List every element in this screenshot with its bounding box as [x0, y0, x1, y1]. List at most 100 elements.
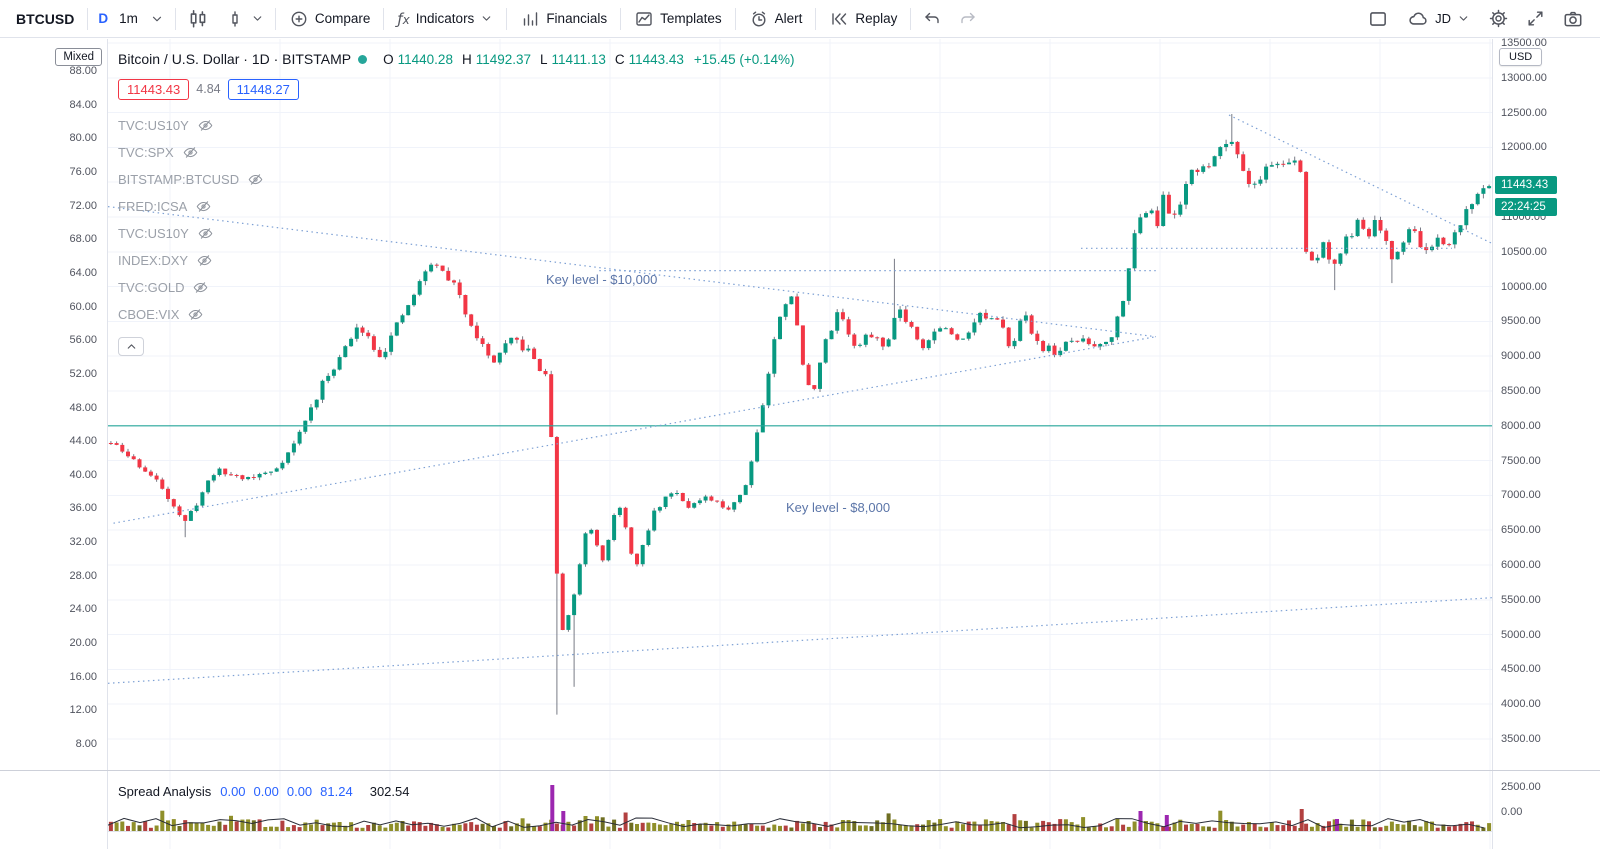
price-axis-label: 13000.00	[1501, 71, 1547, 84]
chart-canvas[interactable]	[107, 39, 1493, 849]
redo-button[interactable]	[950, 0, 986, 37]
interval-daily-button[interactable]: D	[98, 11, 109, 26]
toolbar-separator	[174, 7, 176, 30]
left-axis-label: 72.00	[69, 199, 97, 212]
legend-study-item[interactable]: TVC:US10Y	[118, 220, 794, 247]
replay-button[interactable]: Replay	[819, 0, 907, 37]
right-price-axis[interactable]: USD 13500.0013000.0012500.0012000.001150…	[1492, 37, 1600, 849]
change-value: +15.45 (+0.14%)	[693, 51, 795, 67]
compare-button[interactable]: Compare	[279, 0, 381, 37]
chevron-down-icon	[253, 16, 262, 21]
eye-slash-icon	[194, 282, 208, 293]
left-axis-label: 20.00	[69, 637, 97, 649]
toolbar-separator	[274, 7, 276, 30]
indicators-button[interactable]: ƒx Indicators	[387, 0, 503, 37]
interval-menu-caret[interactable]	[142, 0, 172, 37]
pane-separator[interactable]	[0, 770, 1600, 771]
chevron-up-icon	[127, 344, 135, 349]
toolbar-separator	[734, 7, 736, 30]
price-axis-label: 10000.00	[1501, 280, 1547, 293]
alert-button[interactable]: Alert	[739, 0, 813, 37]
spread-analysis-title[interactable]: Spread Analysis	[118, 784, 212, 799]
eye-slash-icon	[197, 201, 211, 212]
legend-study-item[interactable]: BITSTAMP:BTCUSD	[118, 166, 794, 193]
chevron-down-icon	[1459, 16, 1468, 21]
legend-study-item[interactable]: TVC:US10Y	[118, 112, 794, 139]
eye-slash-icon	[183, 147, 197, 158]
chart-style-candles-button[interactable]	[179, 0, 217, 37]
price-axis-label: 12500.00	[1501, 106, 1547, 119]
spread-analysis-last-value: 302.54	[369, 784, 410, 799]
study-symbol-label: INDEX:DXY	[118, 253, 189, 268]
price-axis-label: 6000.00	[1501, 559, 1541, 571]
legend-collapse-button[interactable]	[118, 337, 144, 356]
left-axis-label: 48.00	[69, 401, 97, 414]
toolbar-separator	[87, 7, 89, 30]
chevron-down-icon	[482, 16, 491, 21]
symbol-title[interactable]: Bitcoin / U.S. Dollar · 1D · BITSTAMP	[118, 51, 352, 67]
price-axis-label: 13500.00	[1501, 37, 1547, 49]
currency-badge[interactable]: USD	[1499, 48, 1543, 66]
legend-studies-list: TVC:US10Y TVC:SPX BITSTAMP:BTCUSD FRED:ICSA…	[118, 112, 794, 328]
sell-price-box[interactable]: 11443.43	[118, 78, 190, 100]
legend-study-item[interactable]: TVC:GOLD	[118, 274, 794, 301]
left-axis-label: 76.00	[69, 165, 97, 178]
settings-button[interactable]	[1480, 0, 1517, 37]
legend-study-item[interactable]: TVC:SPX	[118, 139, 794, 166]
toolbar-separator	[910, 7, 912, 30]
replay-icon	[832, 12, 847, 25]
market-status-dot	[358, 54, 368, 64]
left-axis-label: 8.00	[75, 738, 97, 750]
screenshot-button[interactable]	[1554, 0, 1592, 37]
legend-study-item[interactable]: FRED:ICSA	[118, 193, 794, 220]
left-axis-label: 32.00	[69, 536, 97, 549]
study-symbol-label: TVC:SPX	[118, 145, 174, 160]
toolbar-right-group: JD	[1359, 0, 1592, 37]
left-axis-label: 12.00	[69, 704, 97, 717]
left-axis-mode-badge[interactable]: Mixed	[55, 48, 102, 66]
chart-style-menu-button[interactable]	[217, 0, 272, 37]
drawing-rising-wedge-support	[113, 336, 1156, 524]
price-axis-label: 12000.00	[1501, 141, 1547, 154]
chart-area: Mixed 88.00 84.00 80.00 76.00 72.00 68.00 64.0…	[0, 37, 1600, 849]
candle-bodies	[108, 141, 1492, 630]
price-axis-label: 9500.00	[1501, 315, 1541, 328]
interval-current-button[interactable]: 1m	[119, 11, 138, 26]
layout-button[interactable]	[1359, 0, 1397, 37]
legend-study-item[interactable]: INDEX:DXY	[118, 247, 794, 274]
financials-button[interactable]: Financials	[510, 0, 617, 37]
left-axis-label: 64.00	[69, 266, 97, 279]
legend-trade-row: 11443.43 4.84 11448.27	[118, 77, 794, 101]
undo-button[interactable]	[914, 0, 950, 37]
eye-slash-icon	[189, 309, 203, 320]
eye-slash-icon	[197, 255, 212, 266]
price-axis-label: 7500.00	[1501, 454, 1541, 467]
alarm-clock-icon	[752, 11, 766, 27]
alert-label: Alert	[774, 11, 803, 26]
volume-axis-label: 2500.00	[1501, 781, 1541, 793]
price-axis-label: 7000.00	[1501, 489, 1541, 502]
study-symbol-label: FRED:ICSA	[118, 199, 188, 214]
study-symbol-label: TVC:GOLD	[118, 280, 185, 295]
cloud-account-button[interactable]: JD	[1397, 0, 1480, 37]
indicators-fx-icon: ƒx	[397, 9, 410, 28]
symbol-search-button[interactable]: BTCUSD	[16, 10, 75, 27]
price-axis-label: 9000.00	[1501, 350, 1541, 363]
left-axis-label: 88.00	[69, 65, 97, 77]
volume-bars	[108, 785, 1492, 831]
replay-label: Replay	[855, 11, 898, 26]
legend-study-item[interactable]: CBOE:VIX	[118, 301, 794, 328]
gear-icon	[1489, 9, 1508, 28]
left-price-axis[interactable]: Mixed 88.00 84.00 80.00 76.00 72.00 68.00 64.0…	[0, 39, 108, 849]
key-level-label[interactable]: Key level - $8,000	[786, 500, 891, 515]
fullscreen-button[interactable]	[1517, 0, 1554, 37]
key-level-label[interactable]: Key level - $10,000	[546, 272, 658, 287]
last-price-badge: 11443.43	[1495, 176, 1557, 194]
templates-button[interactable]: Templates	[624, 0, 732, 37]
toolbar-separator	[620, 7, 622, 30]
buy-price-box[interactable]: 11448.27	[227, 78, 299, 100]
cloud-icon	[1409, 11, 1427, 25]
